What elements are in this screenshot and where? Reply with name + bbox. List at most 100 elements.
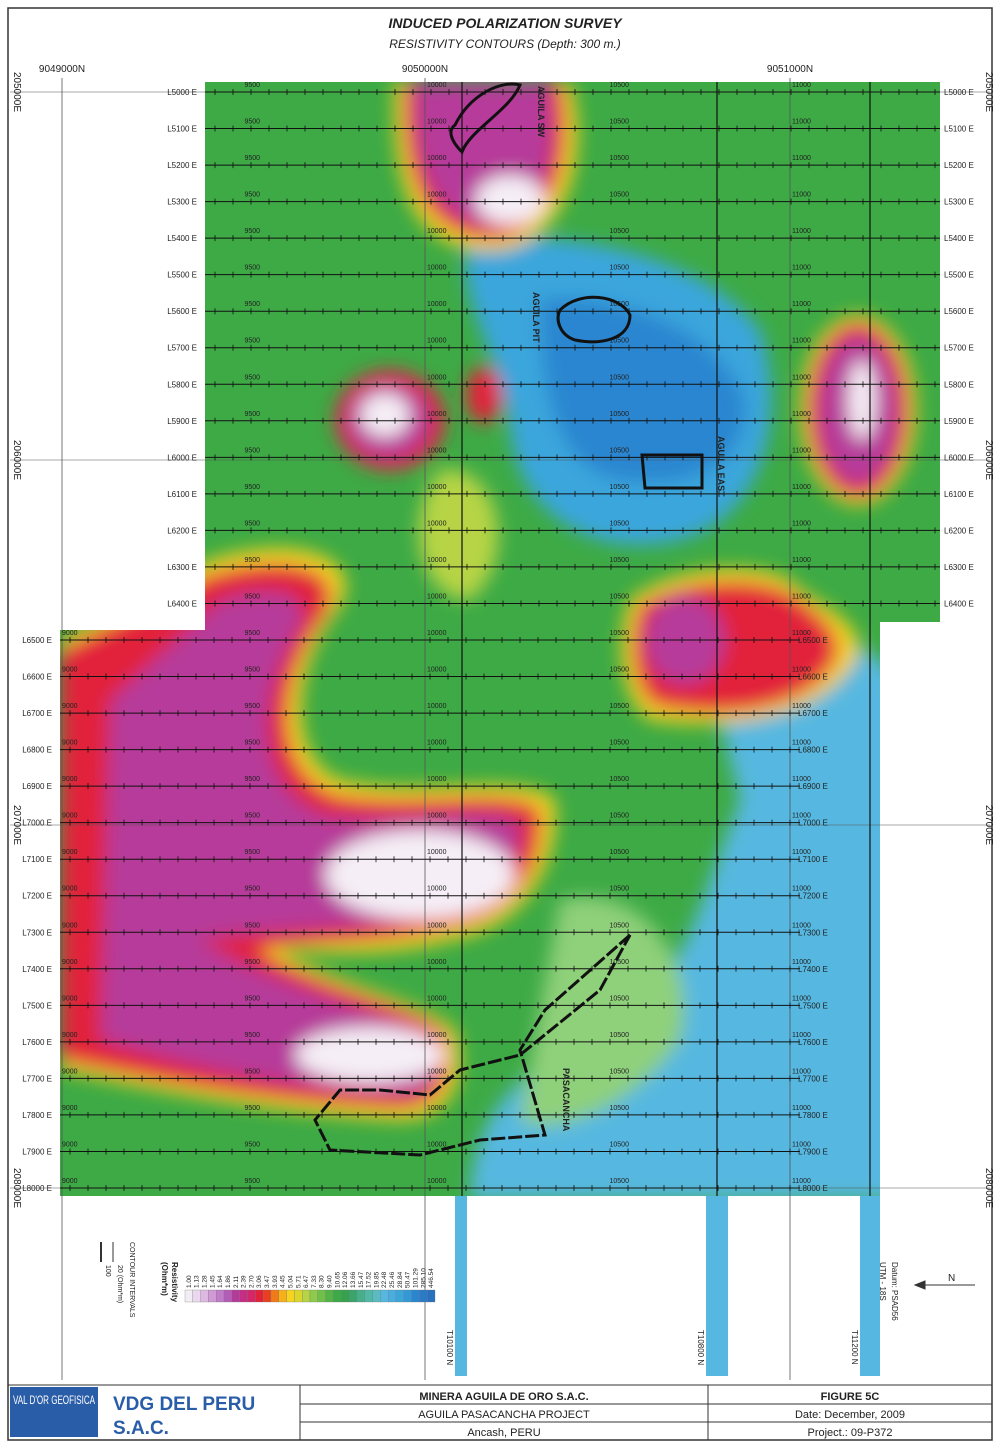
contour-major: 100 <box>104 1265 111 1277</box>
northing-label: 9050000N <box>402 64 448 75</box>
station-label: 10000 <box>427 557 447 564</box>
line-label: L6200 E <box>167 526 197 535</box>
line-label: L5600 E <box>944 307 974 316</box>
annotation: AGUILA SW <box>536 86 546 138</box>
line-label: L6000 E <box>167 453 197 462</box>
station-label: 10500 <box>610 1141 630 1148</box>
legend-swatch <box>310 1290 318 1302</box>
station-label: 9000 <box>62 1141 78 1148</box>
line-label: L5100 E <box>944 125 974 134</box>
line-label: L6600 E <box>22 673 52 682</box>
station-label: 10500 <box>610 995 630 1002</box>
legend-value: 1.64 <box>217 1275 224 1288</box>
station-label: 10500 <box>610 82 630 89</box>
station-label: 10500 <box>610 119 630 126</box>
line-label: L8000 E <box>798 1184 828 1193</box>
legend-swatch <box>302 1290 310 1302</box>
line-label: L6100 E <box>167 490 197 499</box>
station-label: 10000 <box>427 447 447 454</box>
legend-swatch <box>271 1290 279 1302</box>
line-label: L6900 E <box>22 782 52 791</box>
station-label: 10500 <box>610 1068 630 1075</box>
client: MINERA AGUILA DE ORO S.A.C. <box>419 1391 588 1403</box>
tie-line-label: T11200 N <box>850 1330 859 1365</box>
line-label: L5400 E <box>167 234 197 243</box>
legend-value: 9.40 <box>327 1275 334 1288</box>
line-label: L5800 E <box>944 380 974 389</box>
station-label: 9000 <box>62 1178 78 1185</box>
station-label: 10500 <box>610 228 630 235</box>
station-label: 10500 <box>610 520 630 527</box>
legend-value: 101.29 <box>412 1268 419 1288</box>
legend-swatch <box>380 1290 388 1302</box>
tie-line-label: T10800 N <box>696 1330 705 1365</box>
legend-value: 2.39 <box>241 1275 248 1288</box>
line-label: L7500 E <box>798 1001 828 1010</box>
northing-label: 9049000N <box>39 64 85 75</box>
line-label: L6400 E <box>944 599 974 608</box>
station-label: 11000 <box>792 265 811 272</box>
legend-swatch <box>404 1290 412 1302</box>
legend-value: 446.54 <box>428 1268 435 1288</box>
tie-strips <box>455 1196 880 1376</box>
legend-value: 1.45 <box>209 1275 216 1288</box>
station-label: 10500 <box>610 411 630 418</box>
project: AGUILA PASACANCHA PROJECT <box>418 1409 590 1421</box>
legend-value: 3.47 <box>264 1275 271 1288</box>
line-label: L7400 E <box>798 965 828 974</box>
figure: FIGURE 5C <box>821 1391 880 1403</box>
station-label: 10000 <box>427 1068 447 1075</box>
station-label: 10500 <box>610 886 630 893</box>
line-label: L5400 E <box>944 234 974 243</box>
line-label: L6300 E <box>167 563 197 572</box>
legend-value: 7.33 <box>311 1275 318 1288</box>
station-label: 10000 <box>427 886 447 893</box>
station-label: 9500 <box>245 119 261 126</box>
legend-swatch <box>248 1290 256 1302</box>
station-label: 9000 <box>62 1068 78 1075</box>
station-label: 9000 <box>62 886 78 893</box>
station-label: 9500 <box>245 995 261 1002</box>
station-label: 10500 <box>610 265 630 272</box>
station-label: 10500 <box>610 922 630 929</box>
station-label: 10500 <box>610 740 630 747</box>
legend-value: 22.48 <box>381 1271 388 1288</box>
station-label: 9500 <box>245 849 261 856</box>
station-label: 11000 <box>792 959 811 966</box>
station-label: 11000 <box>792 192 811 199</box>
legend-title: Resistivity <box>170 1262 179 1303</box>
station-label: 10500 <box>610 667 630 674</box>
easting-label: 206000E <box>11 440 22 480</box>
station-label: 10500 <box>610 630 630 637</box>
legend-swatch <box>201 1290 209 1302</box>
station-label: 10500 <box>610 374 630 381</box>
station-label: 9500 <box>245 922 261 929</box>
station-label: 10000 <box>427 265 447 272</box>
station-label: 10000 <box>427 593 447 600</box>
station-label: 10500 <box>610 155 630 162</box>
station-label: 11000 <box>792 411 811 418</box>
station-label: 9500 <box>245 411 261 418</box>
line-label: L5000 E <box>944 88 974 97</box>
legend-value: 15.47 <box>358 1271 365 1288</box>
legend-swatch <box>294 1290 302 1302</box>
easting-label: 205000E <box>983 72 994 112</box>
legend-swatch <box>365 1290 373 1302</box>
station-label: 10000 <box>427 1178 447 1185</box>
easting-label: 206000E <box>983 440 994 480</box>
contour-minor: 20 (Ohm*m) <box>116 1265 123 1303</box>
legend-value: 3.06 <box>256 1275 263 1288</box>
station-label: 11000 <box>792 1141 811 1148</box>
station-label: 9000 <box>62 740 78 747</box>
station-label: 9000 <box>62 1032 78 1039</box>
station-label: 9500 <box>245 1032 261 1039</box>
station-label: 9500 <box>245 776 261 783</box>
line-label: L6200 E <box>944 526 974 535</box>
station-label: 9000 <box>62 995 78 1002</box>
annotation: PASACANCHA <box>561 1068 571 1132</box>
station-label: 11000 <box>792 1032 811 1039</box>
station-label: 9500 <box>245 338 261 345</box>
legend-swatch <box>224 1290 232 1302</box>
station-label: 9500 <box>245 1141 261 1148</box>
station-label: 9000 <box>62 776 78 783</box>
